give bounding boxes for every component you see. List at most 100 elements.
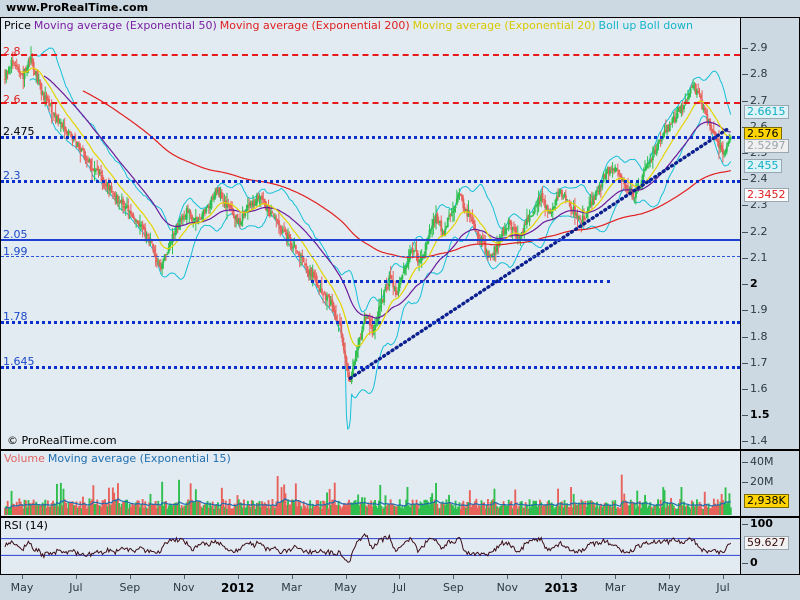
x-tick-mark <box>345 575 347 579</box>
ema20-value: 2.5297 <box>744 139 789 154</box>
x-tick-mark <box>22 575 23 579</box>
rsi-tick-mark <box>742 524 748 525</box>
volume-panel[interactable]: Volume Moving average (Exponential 15) 40… <box>0 450 800 517</box>
price-axis-gutter[interactable]: 2.92.82.72.62.52.42.32.22.121.91.81.71.6… <box>740 18 799 449</box>
price-tick-2-8: 2.8 <box>750 67 768 81</box>
price-level-label-2-6: 2.6 <box>3 93 21 106</box>
rsi-plot-area[interactable]: RSI (14) <box>1 518 740 574</box>
price-level-label-2-475: 2.475 <box>3 125 35 138</box>
level-line-2-8 <box>1 54 740 56</box>
legend-boll-up: Boll up <box>598 19 637 32</box>
x-axis-label-8: Sep <box>443 581 464 594</box>
x-axis: May Jul Sep Nov 2012 Mar May Jul Sep Nov 2013 Mar Ma… <box>0 575 800 600</box>
price-tick-mark <box>742 48 748 50</box>
rsi-tick-0: 100 <box>750 517 773 530</box>
x-tick-mark <box>75 575 77 579</box>
volume-tick-1: 20M <box>750 475 774 488</box>
last-price: 2.576 <box>744 127 782 142</box>
volume-series-graphics <box>4 474 732 515</box>
price-tick-2-6: 2.6 <box>750 121 768 132</box>
legend-boll-down: Boll down <box>639 19 693 32</box>
price-tick-1-8: 1.8 <box>750 329 768 343</box>
x-tick-mark <box>399 575 401 579</box>
legend-volume: Volume <box>4 452 45 465</box>
rsi-series-graphics <box>1 532 740 563</box>
level-line-2-6 <box>1 102 740 104</box>
x-tick-mark <box>615 575 617 579</box>
price-tick-mark <box>742 153 748 154</box>
x-axis-label-9: Nov <box>496 581 519 594</box>
price-tick-mark <box>742 441 748 443</box>
price-tick-1-4: 1.4 <box>750 434 768 448</box>
volume-axis-gutter[interactable]: 40M 20M 2,938K <box>740 451 799 516</box>
x-axis-label-12: May <box>657 581 681 594</box>
x-axis-label-4: 2012 <box>220 581 255 595</box>
price-tick-1-9: 1.9 <box>750 303 768 317</box>
legend-price: Price <box>4 19 31 32</box>
x-axis-label-3: Nov <box>173 581 195 594</box>
price-legend: Price Moving average (Exponential 50) Movi… <box>4 19 696 32</box>
level-line-1-99 <box>1 256 740 257</box>
ema200-value: 2.3452 <box>744 187 789 202</box>
level-line-1-645 <box>1 366 740 369</box>
x-tick-mark <box>723 575 724 579</box>
price-series-graphics <box>4 46 732 430</box>
x-tick-mark <box>237 575 239 579</box>
legend-volume-ma: Moving average (Exponential 15) <box>47 452 231 465</box>
price-tick-2-7: 2.7 <box>750 93 768 107</box>
price-tick-1-7: 1.7 <box>750 355 768 369</box>
level-line-partial <box>311 280 610 283</box>
x-axis-label-13: Jul <box>716 581 730 594</box>
title-bar: www.ProRealTime.com EDP - EDP 2.576 (-0.… <box>0 0 800 126</box>
rsi-legend: RSI (14) <box>4 519 51 532</box>
price-level-label-1-78: 1.78 <box>3 310 28 323</box>
price-tick-mark <box>742 284 748 286</box>
rsi-tick-mark <box>742 563 748 564</box>
watermark: © ProRealTime.com <box>7 434 117 447</box>
price-tick-2-3: 2.3 <box>750 198 768 212</box>
price-tick-mark <box>742 231 748 233</box>
price-tick-2-9: 2.9 <box>750 41 768 55</box>
price-level-label-2-05: 2.05 <box>3 228 28 241</box>
price-tick-2-2: 2.2 <box>750 224 768 238</box>
rsi-axis-gutter[interactable]: 100 0 59.627 <box>740 518 799 574</box>
price-level-label-2-3: 2.3 <box>3 169 21 182</box>
x-axis-label-11: Mar <box>604 581 626 594</box>
x-tick-mark <box>183 575 185 579</box>
price-plot-area[interactable]: Price Moving average (Exponential 50) Movi… <box>1 18 740 449</box>
price-tick-mark <box>742 310 748 312</box>
x-tick-mark <box>129 575 131 579</box>
price-tick-mark <box>742 205 748 207</box>
site-url: www.ProRealTime.com <box>6 1 149 14</box>
price-tick-mark <box>742 362 748 364</box>
legend-ema20: Moving average (Exponential 20) <box>412 19 596 32</box>
x-axis-label-2: Sep <box>119 581 141 594</box>
price-tick-mark <box>742 336 748 338</box>
rsi-current-value: 59.627 <box>744 536 789 550</box>
price-tick-2-4: 2.4 <box>750 172 768 186</box>
price-tick-mark <box>742 74 748 76</box>
price-tick-2-1: 2.1 <box>750 250 768 264</box>
x-axis-label-10: 2013 <box>544 581 578 595</box>
price-level-label-2-8: 2.8 <box>3 45 21 58</box>
legend-ema50: Moving average (Exponential 50) <box>33 19 217 32</box>
volume-plot-area[interactable]: Volume Moving average (Exponential 15) <box>1 451 740 516</box>
x-axis-label-7: Jul <box>392 581 407 594</box>
price-chart-panel[interactable]: Price Moving average (Exponential 50) Movi… <box>0 17 800 450</box>
legend-rsi: RSI (14) <box>4 519 48 532</box>
price-tick-mark <box>742 389 748 390</box>
rsi-panel[interactable]: RSI (14) 100 0 59.627 <box>0 517 800 575</box>
x-tick-mark <box>669 575 671 579</box>
x-axis-label-5: Mar <box>281 581 302 594</box>
price-tick-mark <box>742 257 748 259</box>
volume-tick-mark <box>742 482 748 483</box>
legend-ema200: Moving average (Exponential 200) <box>219 19 410 32</box>
price-level-label-1-99: 1.99 <box>3 245 28 258</box>
x-tick-mark <box>291 575 293 579</box>
price-tick-2: 2 <box>750 277 758 291</box>
level-line-2-3 <box>1 180 740 183</box>
rsi-tick-1: 0 <box>750 556 758 569</box>
boll-up-value: 2.6615 <box>744 104 789 119</box>
ema50-value: 2.455 <box>744 158 782 173</box>
